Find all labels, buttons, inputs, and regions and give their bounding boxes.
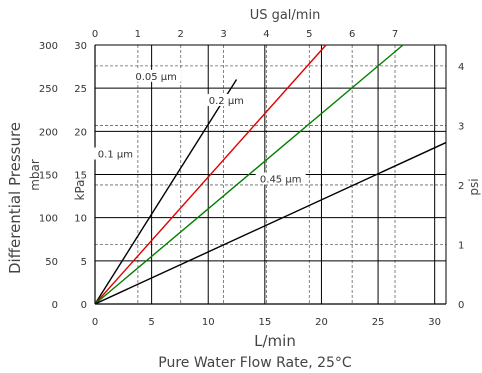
x2-tick-label: 2 bbox=[178, 29, 184, 40]
x-tick-label: 20 bbox=[315, 317, 328, 328]
kpa-tick-label: 10 bbox=[74, 214, 87, 225]
mbar-tick-label: 0 bbox=[52, 300, 58, 311]
mbar-tick-label: 50 bbox=[45, 257, 58, 268]
x-tick-label: 30 bbox=[428, 317, 441, 328]
series-line bbox=[94, 44, 404, 305]
y-axis-unit-mbar: mbar bbox=[28, 159, 42, 191]
x-tick-label: 0 bbox=[92, 317, 98, 328]
kpa-tick-label: 20 bbox=[74, 127, 87, 138]
series-lines bbox=[94, 44, 447, 305]
series-line bbox=[94, 79, 238, 305]
kpa-tick-label: 0 bbox=[81, 300, 87, 311]
x2-tick-label: 3 bbox=[220, 29, 226, 40]
series-label-bg bbox=[255, 172, 306, 185]
psi-tick-label: 0 bbox=[458, 300, 464, 311]
series-line bbox=[94, 44, 327, 305]
mbar-tick-label: 300 bbox=[39, 41, 58, 52]
x2-tick-label: 0 bbox=[92, 29, 98, 40]
series-label: 0.05 µm bbox=[135, 72, 177, 83]
series-label: 0.45 µm bbox=[260, 175, 302, 186]
series-label: 0.2 µm bbox=[209, 96, 244, 107]
x-tick-label: 15 bbox=[258, 317, 271, 328]
x2-axis-title: US gal/min bbox=[250, 8, 321, 23]
kpa-tick-label: 5 bbox=[81, 257, 87, 268]
kpa-tick-label: 15 bbox=[74, 171, 87, 182]
x-tick-label: 5 bbox=[148, 317, 154, 328]
series-label: 0.1 µm bbox=[98, 150, 133, 161]
psi-tick-label: 4 bbox=[458, 62, 464, 73]
mbar-tick-label: 100 bbox=[39, 214, 58, 225]
kpa-tick-label: 30 bbox=[74, 41, 87, 52]
x2-tick-label: 5 bbox=[306, 29, 312, 40]
x-axis-caption: Pure Water Flow Rate, 25°C bbox=[158, 355, 352, 371]
series-line bbox=[94, 141, 447, 305]
x2-tick-label: 7 bbox=[392, 29, 398, 40]
series-labels: 0.05 µm 0.1 µm 0.2 µm 0.45 µm bbox=[93, 69, 306, 186]
y-axis-title: Differential Pressure bbox=[6, 122, 24, 274]
series-label-bg bbox=[131, 69, 182, 82]
x2-tick-label: 1 bbox=[135, 29, 141, 40]
x2-tick-label: 4 bbox=[263, 29, 269, 40]
axes bbox=[94, 44, 447, 305]
psi-tick-label: 3 bbox=[458, 121, 464, 132]
series-label-bg bbox=[93, 147, 138, 160]
mbar-tick-label: 150 bbox=[39, 171, 58, 182]
kpa-tick-label: 25 bbox=[74, 84, 87, 95]
y-axis-unit-psi: psi bbox=[467, 178, 481, 195]
mbar-tick-label: 200 bbox=[39, 127, 58, 138]
psi-tick-label: 1 bbox=[458, 240, 464, 251]
x-tick-label: 25 bbox=[372, 317, 385, 328]
x-axis-title: L/min bbox=[254, 332, 296, 350]
series-label-bg bbox=[204, 93, 249, 106]
psi-tick-label: 2 bbox=[458, 181, 464, 192]
x-tick-label: 10 bbox=[202, 317, 215, 328]
y-axis-unit-kpa: kPa bbox=[73, 180, 87, 201]
x2-tick-label: 6 bbox=[349, 29, 355, 40]
mbar-tick-label: 250 bbox=[39, 84, 58, 95]
